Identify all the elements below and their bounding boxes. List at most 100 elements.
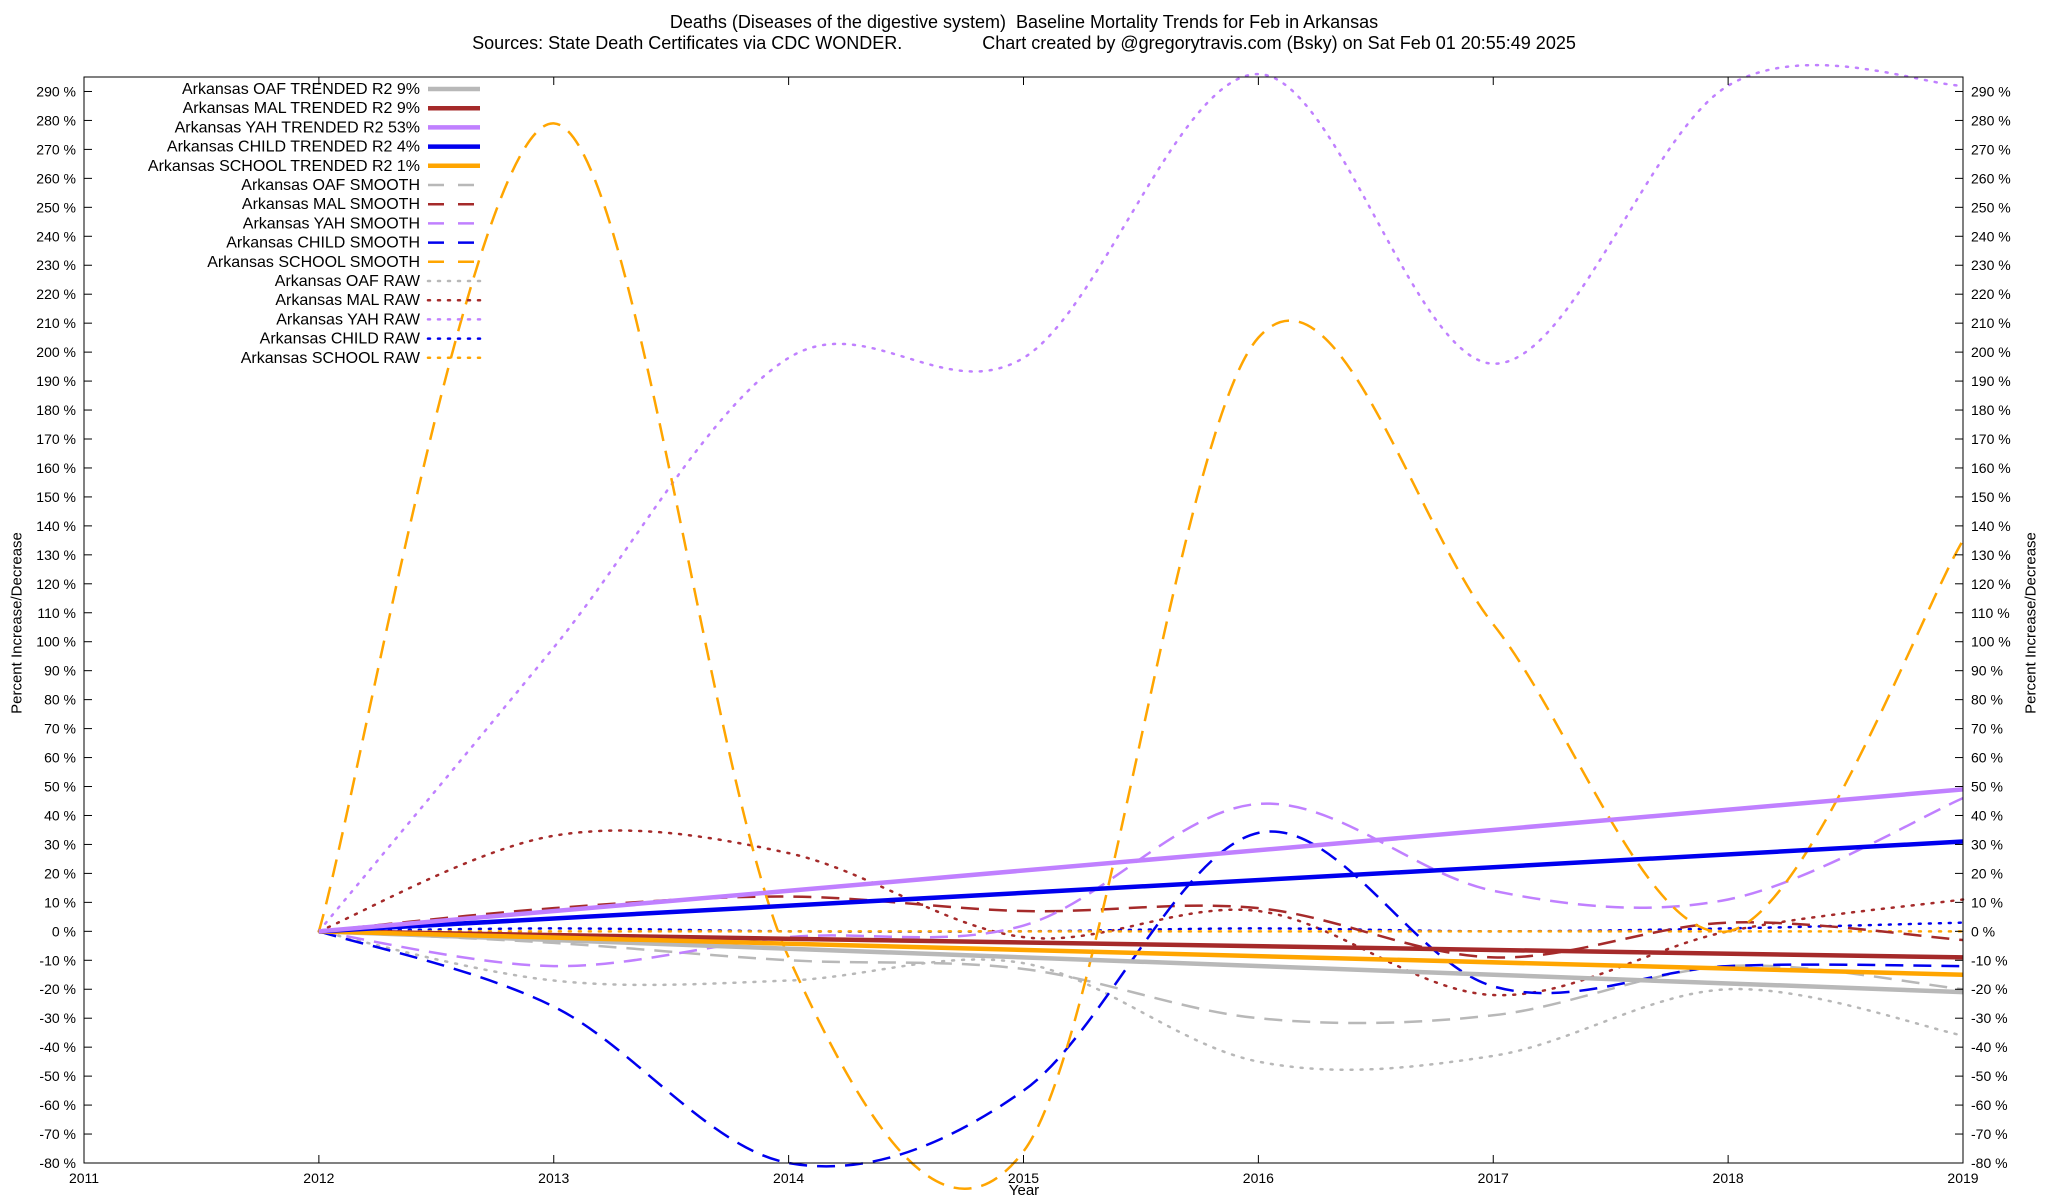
- y-axis-title-left: Percent Increase/Decrease: [8, 532, 26, 714]
- y-tick-label-left: 50 %: [44, 779, 76, 795]
- x-tick-label: 2011: [69, 1170, 99, 1186]
- series-line-oaf-raw: [317, 930, 1965, 1072]
- y-tick-label-right: 290 %: [1971, 83, 2011, 99]
- series-line-yah-trended: [318, 787, 1964, 934]
- y-tick-label-right: 190 %: [1971, 373, 2011, 389]
- legend-label: Arkansas OAF TRENDED R2 9%: [182, 81, 420, 98]
- series-line-child-trended: [318, 839, 1964, 934]
- legend-label: Arkansas OAF SMOOTH: [241, 177, 420, 194]
- legend-label: Arkansas CHILD SMOOTH: [226, 235, 420, 252]
- y-tick-label-right: 130 %: [1971, 547, 2011, 563]
- y-tick-label-left: 40 %: [44, 807, 76, 823]
- y-tick-label-right: 200 %: [1971, 344, 2011, 360]
- series-line-school-smooth: [317, 122, 1965, 1190]
- series-line-oaf-trended: [318, 929, 1964, 995]
- axes: -80 % -80 % -70 % -70 % -60 % -60 % -50 % -50 %…: [36, 76, 2011, 1186]
- series-line-child-smooth: [318, 830, 1964, 1168]
- y-tick-label-right: 250 %: [1971, 199, 2011, 215]
- y-tick-label-right: -10 %: [1971, 952, 2008, 968]
- x-axis-title: Year: [1008, 1182, 1040, 1199]
- y-tick-label-right: -80 %: [1971, 1155, 2008, 1171]
- y-tick-label-right: 120 %: [1971, 576, 2011, 592]
- x-tick-label: 2018: [1713, 1170, 1744, 1186]
- series-line-school-trended: [318, 929, 1964, 978]
- y-tick-label-right: 80 %: [1971, 692, 2003, 708]
- y-tick-label-right: 150 %: [1971, 489, 2011, 505]
- y-tick-label-right: -20 %: [1971, 981, 2008, 997]
- x-tick-label: 2012: [303, 1170, 334, 1186]
- y-tick-label-right: 30 %: [1971, 836, 2003, 852]
- y-tick-label-left: 60 %: [44, 750, 76, 766]
- y-tick-label-left: -60 %: [39, 1097, 76, 1113]
- legend-label: Arkansas OAF RAW: [275, 273, 421, 290]
- legend-label: Arkansas YAH TRENDED R2 53%: [175, 119, 420, 136]
- y-tick-label-left: 270 %: [36, 141, 76, 157]
- legend-label: Arkansas CHILD TRENDED R2 4%: [167, 139, 420, 156]
- y-tick-label-left: 120 %: [36, 576, 76, 592]
- y-tick-label-left: 220 %: [36, 286, 76, 302]
- y-tick-label-right: 20 %: [1971, 865, 2003, 881]
- legend-label: Arkansas MAL TRENDED R2 9%: [183, 100, 420, 117]
- series-line-child-raw: [317, 921, 1965, 933]
- y-tick-label-left: 180 %: [36, 402, 76, 418]
- y-tick-label-left: 70 %: [44, 721, 76, 737]
- legend-label: Arkansas SCHOOL TRENDED R2 1%: [148, 158, 420, 175]
- legend-label: Arkansas YAH SMOOTH: [243, 215, 420, 232]
- y-tick-label-left: 100 %: [36, 634, 76, 650]
- y-tick-label-right: 10 %: [1971, 894, 2003, 910]
- legend-label: Arkansas SCHOOL RAW: [241, 350, 421, 367]
- x-tick-label: 2017: [1478, 1170, 1509, 1186]
- y-tick-label-right: -60 %: [1971, 1097, 2008, 1113]
- y-tick-label-left: -80 %: [39, 1155, 76, 1171]
- plot-area: [317, 63, 1965, 1190]
- y-tick-label-left: 260 %: [36, 170, 76, 186]
- y-tick-label-left: -50 %: [39, 1068, 76, 1084]
- y-tick-label-right: 140 %: [1971, 518, 2011, 534]
- chart-title: Deaths (Diseases of the digestive system…: [669, 12, 1379, 32]
- y-tick-label-left: 150 %: [36, 489, 76, 505]
- y-tick-label-left: -10 %: [39, 952, 76, 968]
- legend-label: Arkansas MAL RAW: [275, 292, 421, 309]
- y-tick-label-right: -50 %: [1971, 1068, 2008, 1084]
- legend-label: Arkansas CHILD RAW: [260, 331, 421, 348]
- y-tick-label-left: 140 %: [36, 518, 76, 534]
- y-tick-label-right: 210 %: [1971, 315, 2011, 331]
- y-tick-label-left: -30 %: [39, 1010, 76, 1026]
- y-tick-label-right: 70 %: [1971, 721, 2003, 737]
- y-tick-label-right: 170 %: [1971, 431, 2011, 447]
- x-tick-label: 2016: [1243, 1170, 1274, 1186]
- y-tick-label-right: 90 %: [1971, 663, 2003, 679]
- legend: Arkansas OAF TRENDED R2 9% Arkansas MAL T…: [148, 81, 482, 367]
- y-axis-title-right: Percent Increase/Decrease: [2022, 532, 2040, 714]
- x-tick-label: 2014: [773, 1170, 804, 1186]
- y-tick-label-right: -40 %: [1971, 1039, 2008, 1055]
- x-tick-label: 2019: [1947, 1170, 1978, 1186]
- y-tick-label-left: 10 %: [44, 894, 76, 910]
- series-line-mal-raw: [317, 829, 1965, 997]
- x-tick-label: 2015: [1008, 1170, 1039, 1186]
- y-tick-label-left: 0 %: [52, 923, 76, 939]
- y-tick-label-left: -20 %: [39, 981, 76, 997]
- series-line-mal-trended: [318, 929, 1964, 960]
- y-tick-label-left: 20 %: [44, 865, 76, 881]
- y-tick-label-left: -40 %: [39, 1039, 76, 1055]
- y-tick-label-right: 230 %: [1971, 257, 2011, 273]
- y-tick-label-left: 90 %: [44, 663, 76, 679]
- legend-label: Arkansas YAH RAW: [276, 311, 421, 328]
- y-tick-label-right: 40 %: [1971, 807, 2003, 823]
- y-tick-label-right: 240 %: [1971, 228, 2011, 244]
- series-line-yah-raw: [317, 63, 1965, 933]
- y-tick-label-right: -30 %: [1971, 1010, 2008, 1026]
- y-tick-label-left: 250 %: [36, 199, 76, 215]
- y-tick-label-left: 200 %: [36, 344, 76, 360]
- y-tick-label-right: 50 %: [1971, 779, 2003, 795]
- y-tick-label-left: 280 %: [36, 112, 76, 128]
- y-tick-label-right: 270 %: [1971, 141, 2011, 157]
- chart-subtitle: Sources: State Death Certificates via CD…: [472, 33, 1576, 53]
- series-line-yah-smooth: [318, 796, 1964, 968]
- x-tick-label: 2013: [538, 1170, 569, 1186]
- y-tick-label-left: 240 %: [36, 228, 76, 244]
- y-tick-label-right: 160 %: [1971, 460, 2011, 476]
- series-line-mal-smooth: [318, 895, 1964, 959]
